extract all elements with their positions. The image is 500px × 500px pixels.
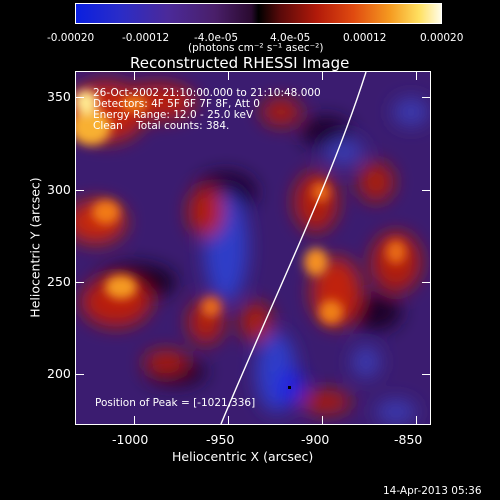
colorbar-tick: -0.00020 <box>47 32 95 44</box>
solar-limb-line <box>220 72 367 424</box>
y-tick: 250 <box>47 274 71 289</box>
image-plot: 26-Oct-2002 21:10:00.000 to 21:10:48.000… <box>75 71 431 425</box>
info-line-time: 26-Oct-2002 21:10:00.000 to 21:10:48.000 <box>93 87 321 99</box>
y-tick: 350 <box>47 89 71 104</box>
y-tick: 200 <box>47 366 71 381</box>
y-axis-label: Heliocentric Y (arcsec) <box>27 177 43 318</box>
x-tick: -850 <box>394 432 423 447</box>
x-tick: -950 <box>206 432 235 447</box>
colorbar-tick: -4.0e-05 <box>194 32 239 44</box>
x-tick: -1000 <box>112 432 149 447</box>
info-line-clean: Clean Total counts: 384. <box>93 120 230 132</box>
colorbar <box>75 3 442 24</box>
heatmap-image <box>76 72 430 424</box>
x-tick: -900 <box>301 432 330 447</box>
colorbar-tick: 0.00020 <box>420 32 464 44</box>
plot-title: Reconstructed RHESSI Image <box>130 54 350 72</box>
footer-timestamp: 14-Apr-2013 05:36 <box>383 485 482 497</box>
info-line-energy: Energy Range: 12.0 - 25.0 keV <box>93 109 254 121</box>
info-line-detectors: Detectors: 4F 5F 6F 7F 8F, Att 0 <box>93 98 260 110</box>
x-axis-label: Heliocentric X (arcsec) <box>172 449 314 464</box>
colorbar-tick: 0.00012 <box>343 32 387 44</box>
peak-marker <box>288 386 291 389</box>
peak-position-label: Position of Peak = [-1021,336] <box>95 397 256 409</box>
colorbar-unit-label: (photons cm⁻² s⁻¹ asec⁻²) <box>188 42 324 54</box>
colorbar-tick: 4.0e-05 <box>270 32 311 44</box>
colorbar-tick: -0.00012 <box>122 32 170 44</box>
y-tick: 300 <box>47 182 71 197</box>
